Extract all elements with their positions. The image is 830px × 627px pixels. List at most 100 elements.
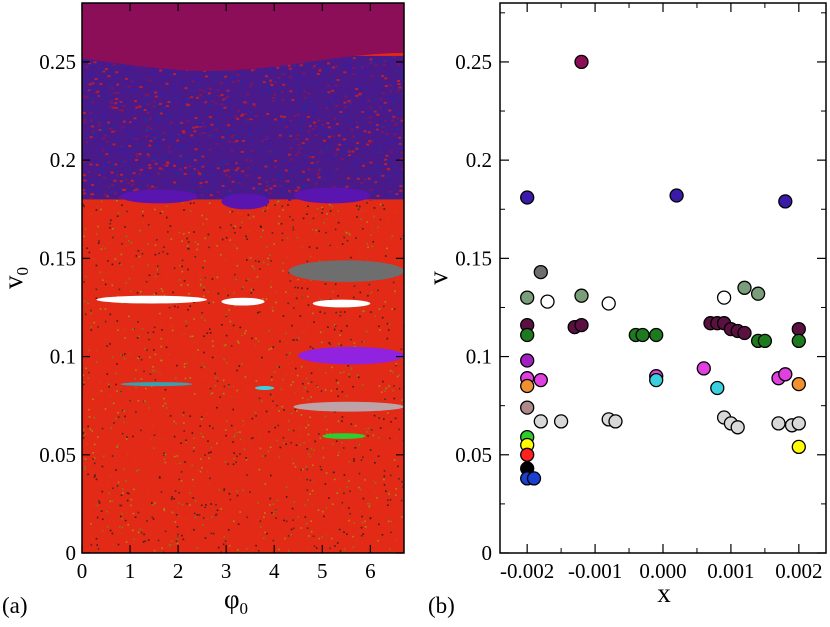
noise-speck [307, 382, 310, 385]
noise-speck [148, 274, 151, 277]
noise-speck [136, 292, 139, 294]
chaotic-speck [379, 125, 383, 128]
noise-speck [141, 253, 144, 255]
noise-speck [138, 309, 140, 311]
noise-speck [383, 470, 386, 472]
chaotic-speck [315, 65, 319, 68]
noise-speck [401, 476, 403, 479]
noise-speck [343, 492, 345, 495]
noise-speck [187, 284, 189, 286]
noise-speck [104, 338, 107, 341]
noise-speck [204, 376, 207, 379]
chaotic-speck [220, 196, 224, 199]
noise-speck [283, 442, 285, 444]
chaotic-speck [152, 73, 156, 76]
chaotic-speck [111, 184, 115, 186]
noise-speck [250, 437, 253, 440]
chaotic-speck [297, 109, 300, 112]
noise-speck [339, 334, 341, 336]
noise-speck [97, 391, 100, 394]
chaotic-speck [258, 183, 262, 185]
noise-speck [83, 381, 85, 384]
chaotic-speck [384, 77, 388, 80]
chaotic-speck [250, 111, 254, 114]
noise-speck [166, 205, 168, 207]
noise-speck [116, 320, 119, 322]
noise-speck [140, 378, 143, 380]
chaotic-speck [173, 85, 176, 88]
noise-speck [97, 225, 99, 228]
chaotic-speck [261, 80, 264, 82]
chaotic-speck [354, 145, 358, 148]
chaotic-speck [156, 119, 160, 122]
chaotic-speck [216, 89, 220, 92]
noise-speck [177, 515, 180, 518]
noise-speck [200, 283, 202, 286]
island-region [120, 189, 198, 204]
noise-speck [362, 228, 364, 230]
noise-speck [324, 483, 327, 485]
chaotic-speck [251, 139, 255, 142]
chaotic-speck [138, 153, 142, 156]
noise-speck [216, 380, 219, 382]
chaotic-speck [211, 173, 215, 176]
chaotic-speck [374, 87, 378, 90]
noise-speck [163, 509, 166, 512]
noise-speck [379, 427, 382, 429]
noise-speck [150, 438, 153, 441]
noise-speck [193, 318, 195, 320]
chaotic-speck [252, 183, 256, 186]
noise-speck [292, 226, 294, 229]
chaotic-speck [154, 186, 158, 189]
noise-speck [154, 379, 157, 381]
chaotic-speck [165, 161, 169, 164]
noise-speck [383, 484, 386, 486]
noise-speck [383, 208, 386, 210]
noise-speck [121, 302, 124, 305]
noise-speck [352, 535, 354, 538]
chaotic-speck [368, 141, 372, 144]
chaotic-speck [306, 178, 310, 181]
noise-speck [160, 359, 163, 362]
chaotic-speck [114, 102, 118, 105]
chaotic-speck [229, 76, 233, 79]
noise-speck [194, 500, 197, 502]
noise-speck [240, 213, 243, 216]
noise-speck [130, 504, 132, 507]
noise-speck [83, 289, 86, 291]
noise-speck [205, 504, 207, 506]
chaotic-speck [247, 166, 251, 169]
chaotic-speck [255, 147, 259, 150]
chaotic-speck [318, 69, 322, 72]
noise-speck [178, 502, 180, 505]
heatmap-noise [82, 200, 404, 553]
chaotic-speck [148, 155, 151, 158]
chaotic-speck [188, 190, 192, 193]
chaotic-speck [152, 68, 156, 71]
island-region [312, 299, 371, 308]
noise-speck [258, 260, 260, 263]
noise-speck [326, 428, 328, 431]
noise-speck [164, 461, 167, 464]
y-tick-label: 0.2 [466, 148, 492, 172]
noise-speck [104, 308, 107, 310]
chaotic-speck [158, 167, 162, 170]
noise-speck [249, 442, 251, 444]
noise-speck [306, 287, 309, 290]
noise-speck [105, 255, 108, 258]
chaotic-speck [124, 153, 127, 156]
chaotic-speck [288, 89, 292, 92]
noise-speck [248, 217, 251, 220]
noise-speck [271, 379, 273, 381]
noise-speck [278, 456, 281, 458]
noise-speck [164, 389, 167, 391]
noise-speck [88, 416, 91, 418]
noise-speck [110, 385, 113, 387]
noise-speck [273, 243, 275, 245]
noise-speck [124, 519, 127, 522]
noise-speck [316, 207, 319, 210]
chaotic-speck [220, 103, 224, 106]
noise-speck [100, 200, 103, 203]
noise-speck [223, 358, 225, 361]
noise-speck [374, 315, 376, 317]
